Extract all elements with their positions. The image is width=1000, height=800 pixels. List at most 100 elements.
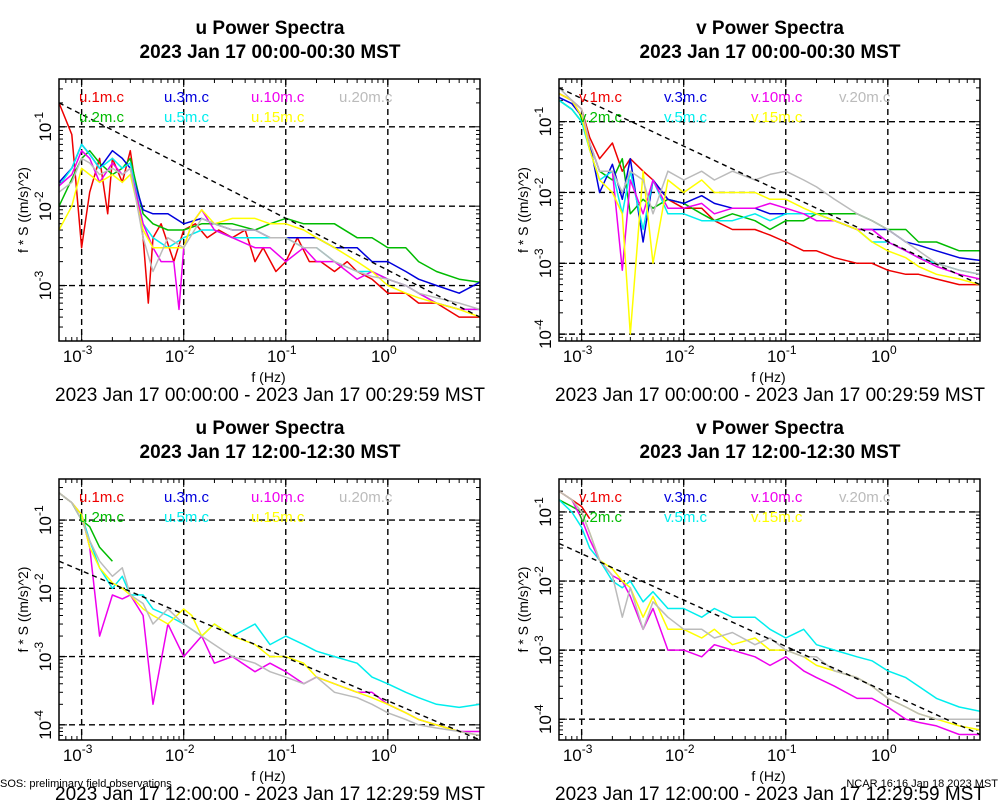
legend-entry: u.10m.c xyxy=(251,89,305,106)
x-tick-label: 100 xyxy=(371,343,397,366)
series-line-v.2m.c xyxy=(559,499,582,513)
x-axis-label: f (Hz) xyxy=(251,369,285,385)
y-tick-label: 10-2 xyxy=(532,566,555,596)
legend-entry: u.20m.c xyxy=(339,89,393,106)
legend-entry: v.10m.c xyxy=(751,89,803,106)
chart-panel-2: v Power Spectra 2023 Jan 17 00:00-00:30 M… xyxy=(515,18,985,406)
legend-entry: v.5m.c xyxy=(664,509,708,526)
x-tick-label: 10-3 xyxy=(563,343,593,366)
y-tick-label: 10-2 xyxy=(32,191,55,221)
chart-panel-3: u Power Spectra 2023 Jan 17 12:00-12:30 M… xyxy=(15,418,485,800)
time-range-label: 2023 Jan 17 00:00:00 - 2023 Jan 17 00:29… xyxy=(555,385,985,406)
x-tick-label: 100 xyxy=(871,343,897,366)
series-line-u.10m.c xyxy=(59,492,480,733)
series-group xyxy=(559,490,980,736)
legend-entry: u.15m.c xyxy=(251,509,305,526)
y-tick-label: 10-4 xyxy=(532,704,555,734)
time-range-label: 2023 Jan 17 12:00:00 - 2023 Jan 17 12:29… xyxy=(555,784,985,800)
x-tick-label: 10-2 xyxy=(665,343,695,366)
series-line-v.2m.c xyxy=(559,99,980,252)
y-axis-label: f * S ((m/s)^2) xyxy=(515,167,531,253)
y-tick-label: 10-1 xyxy=(532,106,555,136)
legend-entry: u.20m.c xyxy=(339,489,393,506)
legend-entry: v.2m.c xyxy=(579,509,623,526)
y-axis-label: f * S ((m/s)^2) xyxy=(15,567,31,653)
legend-entry: v.3m.c xyxy=(664,89,708,106)
x-tick-label: 10-2 xyxy=(165,742,195,765)
y-tick-label: 10-1 xyxy=(32,112,55,142)
legend-entry: v.20m.c xyxy=(839,89,891,106)
y-tick-label: 10-2 xyxy=(532,177,555,207)
series-line-v.15m.c xyxy=(559,490,980,731)
y-tick-label: 10-2 xyxy=(32,573,55,603)
series-line-v.20m.c xyxy=(559,490,980,720)
legend-entry: u.3m.c xyxy=(164,89,210,106)
series-group xyxy=(59,102,480,318)
legend-entry: u.1m.c xyxy=(79,489,125,506)
series-line-u.15m.c xyxy=(59,492,480,737)
series-line-u.20m.c xyxy=(59,492,480,737)
legend-entry: u.2m.c xyxy=(79,109,125,126)
y-tick-label: 10-3 xyxy=(532,248,555,278)
time-range-label: 2023 Jan 17 12:00:00 - 2023 Jan 17 12:29… xyxy=(55,784,485,800)
x-axis-label: f (Hz) xyxy=(251,768,285,784)
x-tick-label: 10-3 xyxy=(563,742,593,765)
x-axis-label: f (Hz) xyxy=(751,768,785,784)
x-tick-label: 10-1 xyxy=(767,742,797,765)
x-tick-label: 10-3 xyxy=(63,742,93,765)
chart-title: v Power Spectra xyxy=(696,18,844,39)
series-line-v.1m.c xyxy=(559,92,980,286)
legend-entry: v.3m.c xyxy=(664,489,708,506)
legend-entry: v.1m.c xyxy=(579,489,623,506)
series-line-u.15m.c xyxy=(59,167,480,318)
series-line-v.20m.c xyxy=(559,87,980,276)
x-tick-label: 10-1 xyxy=(767,343,797,366)
x-tick-label: 100 xyxy=(371,742,397,765)
y-tick-label: 10-3 xyxy=(32,270,55,300)
legend-entry: u.5m.c xyxy=(164,509,210,526)
y-tick-label: 10-3 xyxy=(532,635,555,665)
plot-frame xyxy=(58,78,481,342)
legend-entry: v.15m.c xyxy=(751,509,803,526)
x-tick-label: 10-2 xyxy=(665,742,695,765)
chart-title: v Power Spectra xyxy=(696,418,844,439)
legend-entry: v.20m.c xyxy=(839,489,891,506)
legend-entry: v.15m.c xyxy=(751,109,803,126)
x-tick-label: 10-3 xyxy=(63,343,93,366)
chart-panel-1: u Power Spectra 2023 Jan 17 00:00-00:30 M… xyxy=(15,18,485,406)
y-axis-label: f * S ((m/s)^2) xyxy=(515,567,531,653)
series-line-u.3m.c xyxy=(59,143,480,294)
x-tick-label: 100 xyxy=(871,742,897,765)
chart-title: u Power Spectra xyxy=(196,18,345,39)
x-tick-label: 10-2 xyxy=(165,343,195,366)
y-tick-label: 10-4 xyxy=(532,319,555,349)
series-group xyxy=(559,87,980,335)
series-line-u.20m.c xyxy=(59,157,480,311)
reference-slope-line xyxy=(559,87,980,286)
reference-slope-line xyxy=(59,560,480,740)
plot-frame xyxy=(558,478,981,741)
y-tick-label: 10-4 xyxy=(32,710,55,740)
legend-entry: v.1m.c xyxy=(579,89,623,106)
footer-right: NCAR 16:16 Jan 18 2023 MST xyxy=(846,778,998,790)
legend-entry: u.1m.c xyxy=(79,89,125,106)
series-line-v.15m.c xyxy=(559,92,980,335)
legend-entry: u.10m.c xyxy=(251,489,305,506)
y-tick-label: 10-3 xyxy=(32,641,55,671)
chart-title: u Power Spectra xyxy=(196,418,345,439)
plot-frame xyxy=(58,478,481,741)
chart-subtitle: 2023 Jan 17 00:00-00:30 MST xyxy=(140,42,401,63)
chart-subtitle: 2023 Jan 17 12:00-12:30 MST xyxy=(140,442,401,463)
legend-entry: v.5m.c xyxy=(664,109,708,126)
x-tick-label: 10-1 xyxy=(267,742,297,765)
legend-entry: v.2m.c xyxy=(579,109,623,126)
time-range-label: 2023 Jan 17 00:00:00 - 2023 Jan 17 00:29… xyxy=(55,385,485,406)
chart-subtitle: 2023 Jan 17 00:00-00:30 MST xyxy=(640,42,901,63)
plot-frame xyxy=(558,78,981,342)
y-tick-label: 10-1 xyxy=(32,505,55,535)
x-tick-label: 10-1 xyxy=(267,343,297,366)
y-axis-label: f * S ((m/s)^2) xyxy=(15,167,31,253)
legend-entry: v.10m.c xyxy=(751,489,803,506)
series-line-u.2m.c xyxy=(59,149,480,283)
